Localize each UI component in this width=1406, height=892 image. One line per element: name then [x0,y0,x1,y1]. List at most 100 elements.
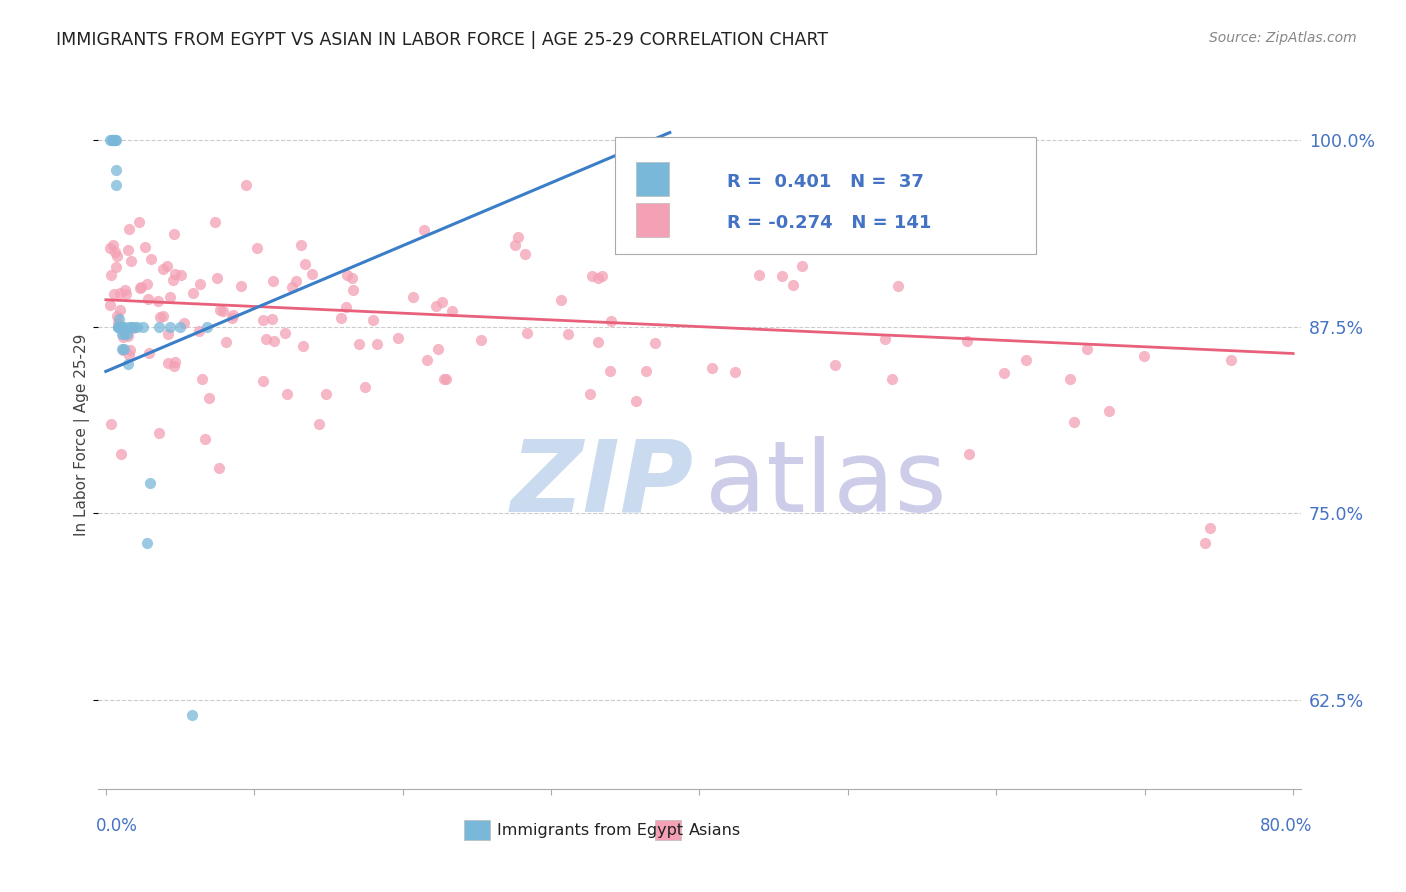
Point [440,303,463,318]
Point [120,319,142,334]
Point [110,319,132,334]
Point [291,339,314,353]
Point [208,461,231,475]
Point [122,319,145,334]
Point [204,215,226,229]
Point [115,327,138,342]
Point [156,259,179,273]
Point [263,334,285,348]
Point [361,312,384,326]
Point [105,162,128,177]
Point [110,446,132,460]
Point [120,254,142,268]
Point [792,259,814,273]
Point [125,319,148,334]
Text: ZIP: ZIP [510,436,693,533]
Point [308,417,330,431]
Point [211,303,233,318]
Point [191,371,214,385]
Point [169,319,191,334]
Point [993,366,1015,380]
Y-axis label: In Labor Force | Age 25-29: In Labor Force | Age 25-29 [73,334,90,536]
Point [1059,372,1081,386]
Point [875,332,897,346]
Text: atlas: atlas [706,436,948,533]
Point [882,372,904,386]
Point [110,319,132,334]
Point [354,380,377,394]
Point [108,319,131,334]
Point [101,237,124,252]
Point [129,280,152,294]
Point [340,270,363,285]
Point [156,327,179,342]
Point [636,364,658,378]
Point [152,262,174,277]
Point [118,319,141,334]
Point [205,271,228,285]
Point [148,294,170,309]
Point [281,279,304,293]
Point [246,241,269,255]
Point [111,342,134,356]
Point [103,133,125,147]
Point [470,333,492,347]
Point [416,352,439,367]
Text: R = -0.274   N = 141: R = -0.274 N = 141 [727,214,932,232]
Point [252,313,274,327]
Point [111,327,134,342]
Point [108,302,131,317]
Point [103,133,125,147]
Point [118,348,141,362]
Point [347,337,370,351]
Point [148,319,170,334]
Point [117,328,139,343]
Text: Asians: Asians [689,823,741,838]
Point [139,252,162,267]
Point [285,274,308,288]
Point [579,386,602,401]
Point [187,324,209,338]
Point [336,268,359,282]
Point [195,319,218,334]
Point [221,310,243,325]
Point [103,287,125,301]
Point [335,300,357,314]
Point [599,363,621,377]
Point [276,386,298,401]
Point [152,309,174,323]
Point [588,334,610,349]
Point [231,279,253,293]
Point [98,297,121,311]
Point [181,286,204,301]
Point [208,302,231,317]
Point [586,271,609,285]
Point [98,133,121,147]
Point [644,335,666,350]
Point [506,230,529,244]
Point [702,361,724,376]
Point [107,317,129,331]
Point [1014,352,1036,367]
Point [173,317,195,331]
Point [957,446,980,460]
Point [104,244,127,259]
Text: 80.0%: 80.0% [1260,817,1312,835]
Point [194,432,217,446]
Point [134,240,156,254]
Point [115,286,138,301]
Point [104,133,127,147]
Point [129,281,152,295]
Point [163,359,186,373]
Point [1220,352,1243,367]
Point [198,392,221,406]
Point [513,246,536,260]
Text: Source: ZipAtlas.com: Source: ZipAtlas.com [1209,31,1357,45]
Point [516,326,538,340]
Point [108,312,131,326]
Point [759,241,782,255]
Point [342,283,364,297]
Point [105,178,128,192]
Point [114,319,136,334]
Bar [636,202,669,236]
